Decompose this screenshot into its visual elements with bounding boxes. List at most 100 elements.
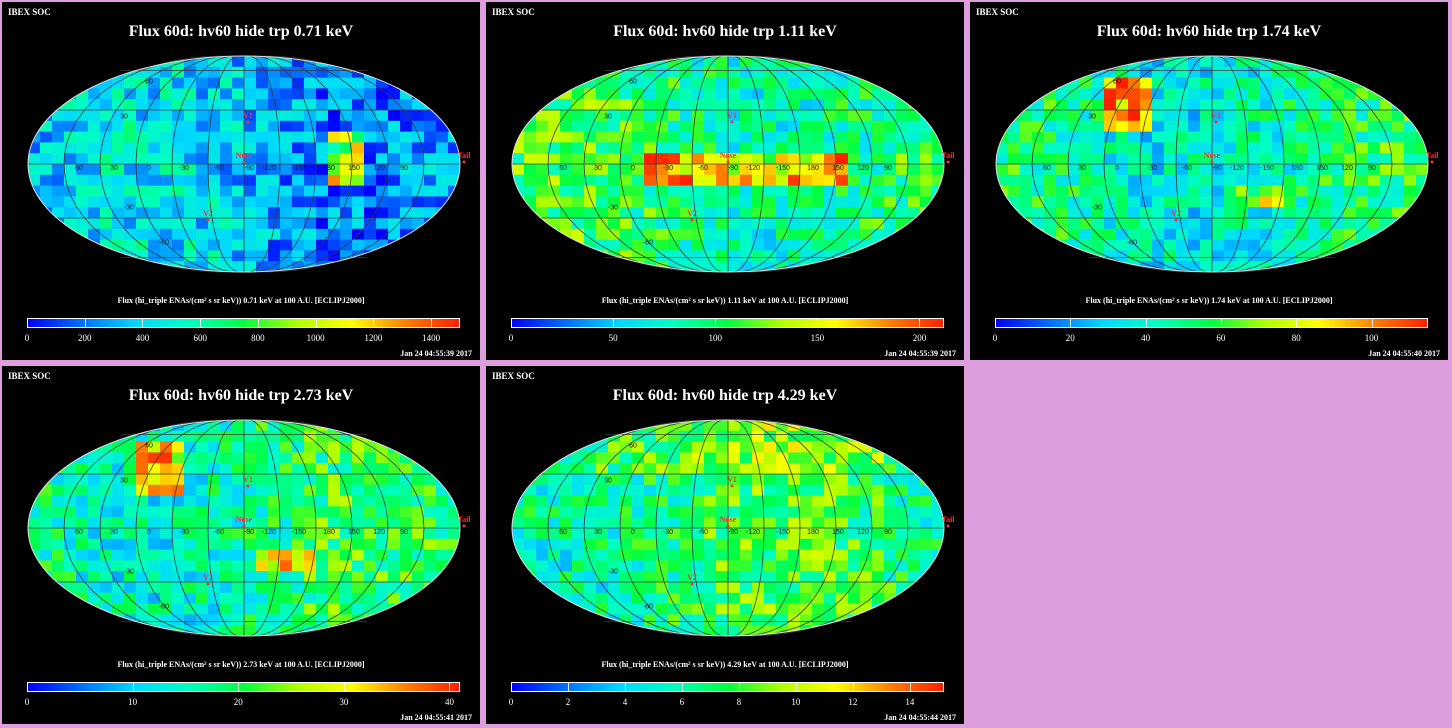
flux-pixel	[800, 452, 813, 464]
flux-pixel	[388, 66, 401, 79]
marker-v2: V2	[203, 209, 213, 218]
flux-pixel	[196, 538, 209, 551]
flux-pixel	[1068, 261, 1081, 272]
flux-pixel	[1164, 99, 1177, 111]
flux-pixel	[728, 88, 741, 100]
flux-pixel	[100, 131, 113, 143]
flux-pixel	[160, 131, 173, 143]
flux-pixel	[692, 77, 705, 89]
flux-pixel	[1272, 88, 1285, 100]
flux-pixel	[88, 142, 101, 154]
flux-pixel	[184, 261, 197, 272]
flux-pixel	[112, 131, 125, 143]
flux-pixel	[908, 261, 921, 272]
flux-pixel	[656, 517, 669, 529]
flux-pixel	[644, 528, 657, 540]
flux-pixel	[584, 56, 597, 68]
flux-pixel	[316, 174, 329, 187]
flux-pixel	[436, 549, 449, 561]
flux-pixel	[596, 603, 609, 615]
flux-pixel	[536, 420, 549, 432]
flux-pixel	[160, 452, 173, 464]
flux-pixel	[896, 174, 909, 187]
flux-pixel	[1296, 142, 1309, 154]
flux-pixel	[88, 250, 101, 262]
flux-pixel	[256, 77, 269, 89]
flux-pixel	[136, 495, 149, 507]
flux-pixel	[388, 441, 401, 453]
flux-pixel	[184, 528, 197, 540]
flux-pixel	[136, 228, 149, 241]
longitude-label: 0	[631, 165, 635, 172]
flux-pixel	[1248, 88, 1261, 100]
flux-pixel	[388, 560, 401, 572]
flux-pixel	[752, 174, 765, 187]
flux-pixel	[364, 474, 377, 486]
flux-pixel	[848, 185, 861, 197]
flux-pixel	[996, 239, 1009, 251]
flux-pixel	[1212, 131, 1225, 143]
flux-pixel	[996, 164, 1009, 176]
flux-pixel	[196, 250, 209, 262]
flux-pixel	[932, 603, 944, 615]
flux-pixel	[1368, 164, 1381, 176]
flux-pixel	[764, 142, 777, 154]
flux-pixel	[448, 131, 460, 143]
flux-pixel	[148, 185, 161, 197]
flux-pixel	[668, 218, 681, 230]
flux-pixel	[316, 538, 329, 551]
flux-pixel	[872, 441, 885, 453]
flux-pixel	[728, 261, 741, 272]
flux-pixel	[400, 196, 413, 208]
flux-pixel	[572, 560, 585, 572]
flux-pixel	[304, 99, 317, 111]
flux-pixel	[560, 420, 573, 432]
flux-pixel	[848, 528, 861, 540]
flux-pixel	[572, 207, 585, 219]
flux-pixel	[704, 77, 717, 89]
flux-pixel	[584, 571, 597, 583]
flux-pixel	[860, 495, 873, 507]
flux-pixel	[776, 474, 789, 486]
flux-pixel	[704, 474, 717, 486]
flux-pixel	[764, 99, 777, 111]
flux-pixel	[632, 196, 645, 208]
flux-pixel	[340, 250, 353, 262]
flux-pixel	[448, 218, 460, 230]
flux-pixel	[668, 131, 681, 143]
flux-pixel	[728, 66, 741, 79]
flux-pixel	[620, 66, 633, 79]
flux-pixel	[220, 484, 233, 497]
colorbar-tick-label: 1400	[422, 333, 441, 343]
flux-pixel	[100, 142, 113, 154]
flux-pixel	[896, 441, 909, 453]
flux-pixel	[824, 261, 837, 272]
flux-pixel	[596, 441, 609, 453]
flux-pixel	[100, 99, 113, 111]
flux-pixel	[124, 582, 137, 594]
flux-pixel	[1044, 131, 1057, 143]
marker-dot	[690, 218, 694, 222]
marker-dot	[246, 484, 250, 488]
flux-pixel	[424, 142, 437, 154]
flux-pixel	[424, 506, 437, 518]
flux-pixel	[1344, 196, 1357, 208]
flux-pixel	[776, 484, 789, 497]
flux-pixel	[1404, 99, 1417, 111]
flux-pixel	[436, 560, 449, 572]
flux-pixel	[536, 250, 549, 262]
flux-pixel	[424, 592, 437, 605]
flux-pixel	[776, 603, 789, 615]
flux-pixel	[76, 185, 89, 197]
flux-pixel	[704, 66, 717, 79]
flux-pixel	[524, 582, 537, 594]
flux-pixel	[316, 603, 329, 615]
flux-pixel	[316, 582, 329, 594]
flux-pixel	[848, 560, 861, 572]
flux-pixel	[100, 228, 113, 241]
flux-pixel	[680, 592, 693, 605]
flux-pixel	[560, 474, 573, 486]
flux-pixel	[28, 88, 41, 100]
flux-pixel	[800, 250, 813, 262]
flux-pixel	[232, 56, 245, 68]
